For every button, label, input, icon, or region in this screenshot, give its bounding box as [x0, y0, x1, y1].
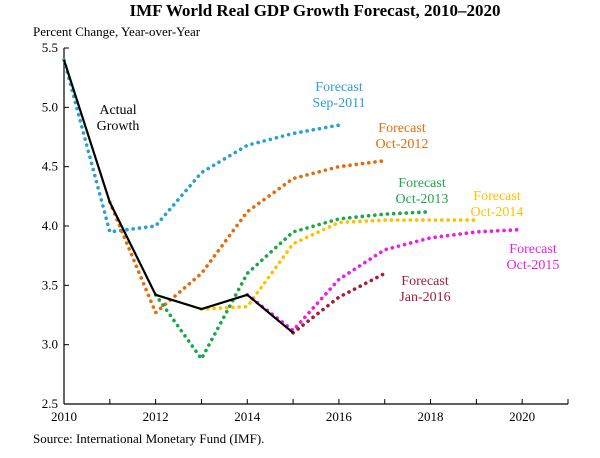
x-tick-label: 2010 — [51, 409, 77, 424]
series-label-forecast-oct-2014: Oct-2014 — [471, 205, 524, 220]
y-tick-label: 5.0 — [42, 99, 58, 114]
series-label-forecast-oct-2015: Oct-2015 — [507, 258, 560, 273]
series-label-forecast-oct-2012: Forecast — [378, 121, 426, 136]
series-layer — [62, 58, 524, 361]
series-line-actual-growth — [62, 59, 294, 334]
series-label-forecast-sep-2011: Forecast — [315, 80, 363, 95]
series-label-actual-growth: Actual — [99, 103, 136, 118]
series-line-forecast-oct-2015 — [245, 227, 524, 333]
x-tick-label: 2014 — [234, 409, 261, 424]
series-labels: ActualGrowthForecastSep-2011ForecastOct-… — [97, 80, 560, 305]
y-tick-label: 4.5 — [42, 159, 58, 174]
y-tick-label: 2.5 — [42, 396, 58, 411]
series-label-forecast-oct-2013: Oct-2013 — [396, 192, 449, 207]
x-tick-label: 2016 — [326, 409, 353, 424]
source-note: Source: International Monetary Fund (IMF… — [33, 431, 264, 446]
y-tick-label: 4.0 — [42, 218, 58, 233]
series-line-forecast-oct-2012 — [108, 158, 387, 315]
x-tick-label: 2018 — [418, 409, 444, 424]
series-line-forecast-jan-2016 — [291, 271, 387, 335]
chart-title: IMF World Real GDP Growth Forecast, 2010… — [130, 1, 501, 20]
y-tick-label: 5.5 — [42, 40, 58, 55]
series-label-forecast-jan-2016: Forecast — [401, 274, 449, 289]
series-label-actual-growth: Growth — [97, 119, 140, 134]
series-label-forecast-jan-2016: Jan-2016 — [399, 290, 450, 305]
y-axis-label: Percent Change, Year-over-Year — [33, 24, 201, 39]
series-line-forecast-oct-2013 — [153, 209, 433, 361]
axes: 2.5 3.0 3.5 4.0 4.5 5.0 5.5 2010 2012 2014 2016 201… — [42, 40, 569, 424]
series-label-forecast-oct-2014: Forecast — [473, 189, 521, 204]
series-line-forecast-oct-2014 — [199, 218, 479, 311]
series-line-forecast-sep-2011 — [62, 58, 341, 234]
x-tick-label: 2012 — [143, 409, 169, 424]
series-label-forecast-oct-2012: Oct-2012 — [376, 137, 429, 152]
series-label-forecast-oct-2015: Forecast — [509, 242, 557, 257]
y-tick-label: 3.0 — [42, 337, 58, 352]
y-tick-label: 3.5 — [42, 277, 58, 292]
x-tick-label: 2020 — [509, 409, 535, 424]
series-label-forecast-sep-2011: Sep-2011 — [312, 96, 365, 111]
series-label-forecast-oct-2013: Forecast — [398, 176, 446, 191]
